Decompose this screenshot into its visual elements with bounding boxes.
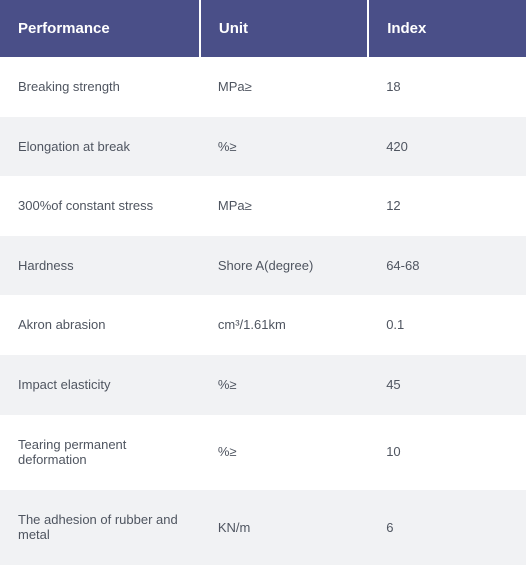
cell-performance: Hardness — [0, 236, 200, 296]
cell-unit: MPa≥ — [200, 57, 368, 117]
cell-index: 6 — [368, 490, 526, 565]
cell-unit: cm³/1.61km — [200, 295, 368, 355]
col-header-unit: Unit — [200, 0, 368, 57]
cell-index: 18 — [368, 57, 526, 117]
cell-performance: Impact elasticity — [0, 355, 200, 415]
table-header-row: Performance Unit Index — [0, 0, 526, 57]
cell-index: 45 — [368, 355, 526, 415]
table-row: The adhesion of rubber and metal KN/m 6 — [0, 490, 526, 565]
table-body: Breaking strength MPa≥ 18 Elongation at … — [0, 57, 526, 565]
table-row: Akron abrasion cm³/1.61km 0.1 — [0, 295, 526, 355]
cell-performance: Akron abrasion — [0, 295, 200, 355]
cell-index: 10 — [368, 415, 526, 490]
spec-table: Performance Unit Index Breaking strength… — [0, 0, 526, 565]
cell-performance: 300%of constant stress — [0, 176, 200, 236]
cell-unit: MPa≥ — [200, 176, 368, 236]
cell-unit: %≥ — [200, 415, 368, 490]
table-row: 300%of constant stress MPa≥ 12 — [0, 176, 526, 236]
cell-performance: Tearing permanent deformation — [0, 415, 200, 490]
cell-index: 0.1 — [368, 295, 526, 355]
table-row: Impact elasticity %≥ 45 — [0, 355, 526, 415]
cell-unit: Shore A(degree) — [200, 236, 368, 296]
col-header-index: Index — [368, 0, 526, 57]
table-row: Tearing permanent deformation %≥ 10 — [0, 415, 526, 490]
cell-performance: Elongation at break — [0, 117, 200, 177]
cell-performance: The adhesion of rubber and metal — [0, 490, 200, 565]
table-row: Breaking strength MPa≥ 18 — [0, 57, 526, 117]
cell-index: 420 — [368, 117, 526, 177]
col-header-performance: Performance — [0, 0, 200, 57]
table-row: Elongation at break %≥ 420 — [0, 117, 526, 177]
cell-unit: KN/m — [200, 490, 368, 565]
cell-performance: Breaking strength — [0, 57, 200, 117]
cell-unit: %≥ — [200, 117, 368, 177]
cell-unit: %≥ — [200, 355, 368, 415]
cell-index: 64-68 — [368, 236, 526, 296]
cell-index: 12 — [368, 176, 526, 236]
table-row: Hardness Shore A(degree) 64-68 — [0, 236, 526, 296]
